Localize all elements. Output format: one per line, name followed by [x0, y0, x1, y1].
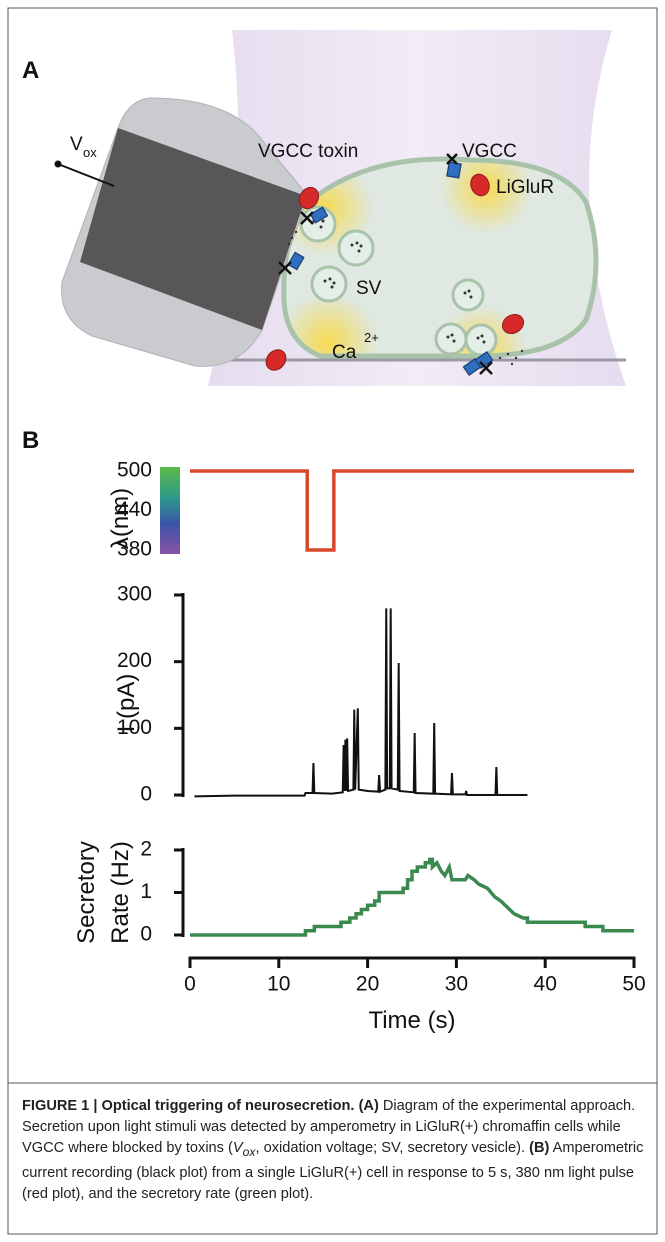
- caption: FIGURE 1 | Optical triggering of neurose…: [22, 1096, 644, 1205]
- x-tick-label: 0: [184, 973, 196, 996]
- liglur: [265, 173, 525, 371]
- x-axis-label: Time (s): [368, 1007, 455, 1034]
- y-axis-label: λ(nm): [107, 488, 134, 549]
- y-axis-label: I (pA): [113, 674, 140, 733]
- x-tick-label: 30: [445, 973, 468, 996]
- label-sv: SV: [356, 278, 382, 299]
- diagram: V ox VGCC toxin VGCC LiGluR SV Ca 2+: [54, 30, 626, 386]
- trace: [190, 857, 634, 937]
- vesicles: [299, 205, 498, 357]
- wire: [57, 163, 115, 187]
- label-vgcc: VGCC: [462, 141, 517, 162]
- caption-label: (B): [529, 1140, 550, 1156]
- x-tick-label: 50: [622, 973, 645, 996]
- y-tick-label: 300: [117, 583, 152, 606]
- y-tick-label: 380: [117, 538, 152, 561]
- trace: [194, 608, 528, 798]
- label-v: V: [70, 134, 83, 155]
- figure-border: [7, 7, 658, 1235]
- trace: [190, 469, 634, 552]
- membrane: [281, 156, 599, 359]
- x-tick-label: 20: [356, 973, 379, 996]
- caption-title: FIGURE 1 | Optical triggering of neurose…: [22, 1098, 355, 1114]
- caption-text: , oxidation voltage; SV, secretory vesic…: [255, 1140, 526, 1156]
- label-ca-sup: 2+: [364, 330, 379, 345]
- wavelength-colorbar: [160, 467, 180, 554]
- label-vgcc-toxin: VGCC toxin: [258, 141, 358, 162]
- caption-text: V: [232, 1140, 243, 1156]
- label-liglur: LiGluR: [496, 177, 554, 198]
- label-ca: Ca: [332, 342, 357, 363]
- y-axis-label: Secretory: [73, 841, 100, 944]
- toxin-marks: [278, 153, 493, 375]
- caption-text: ox: [242, 1144, 256, 1159]
- electrode: [80, 128, 306, 330]
- y-tick-label: 200: [117, 649, 152, 672]
- x-tick-label: 40: [534, 973, 557, 996]
- label-v-sub: ox: [83, 145, 97, 160]
- panel-label: B: [22, 427, 39, 454]
- y-tick-label: 100: [117, 716, 152, 739]
- caption-label: (A): [358, 1098, 379, 1114]
- y-axis-label: Rate (Hz): [107, 841, 134, 944]
- y-tick-label: 1: [140, 880, 152, 903]
- panel-label: A: [22, 57, 39, 84]
- y-tick-label: 440: [117, 498, 152, 521]
- x-tick-label: 10: [267, 973, 290, 996]
- wire-end: [54, 160, 62, 168]
- y-tick-label: 0: [140, 783, 152, 806]
- caption-text: Diagram of the experimental approach. Se…: [22, 1098, 636, 1156]
- y-tick-label: 0: [140, 923, 152, 946]
- y-tick-label: 2: [140, 838, 152, 861]
- y-tick-label: 500: [117, 459, 152, 482]
- caption-text: Amperometric current recording (black pl…: [22, 1140, 644, 1202]
